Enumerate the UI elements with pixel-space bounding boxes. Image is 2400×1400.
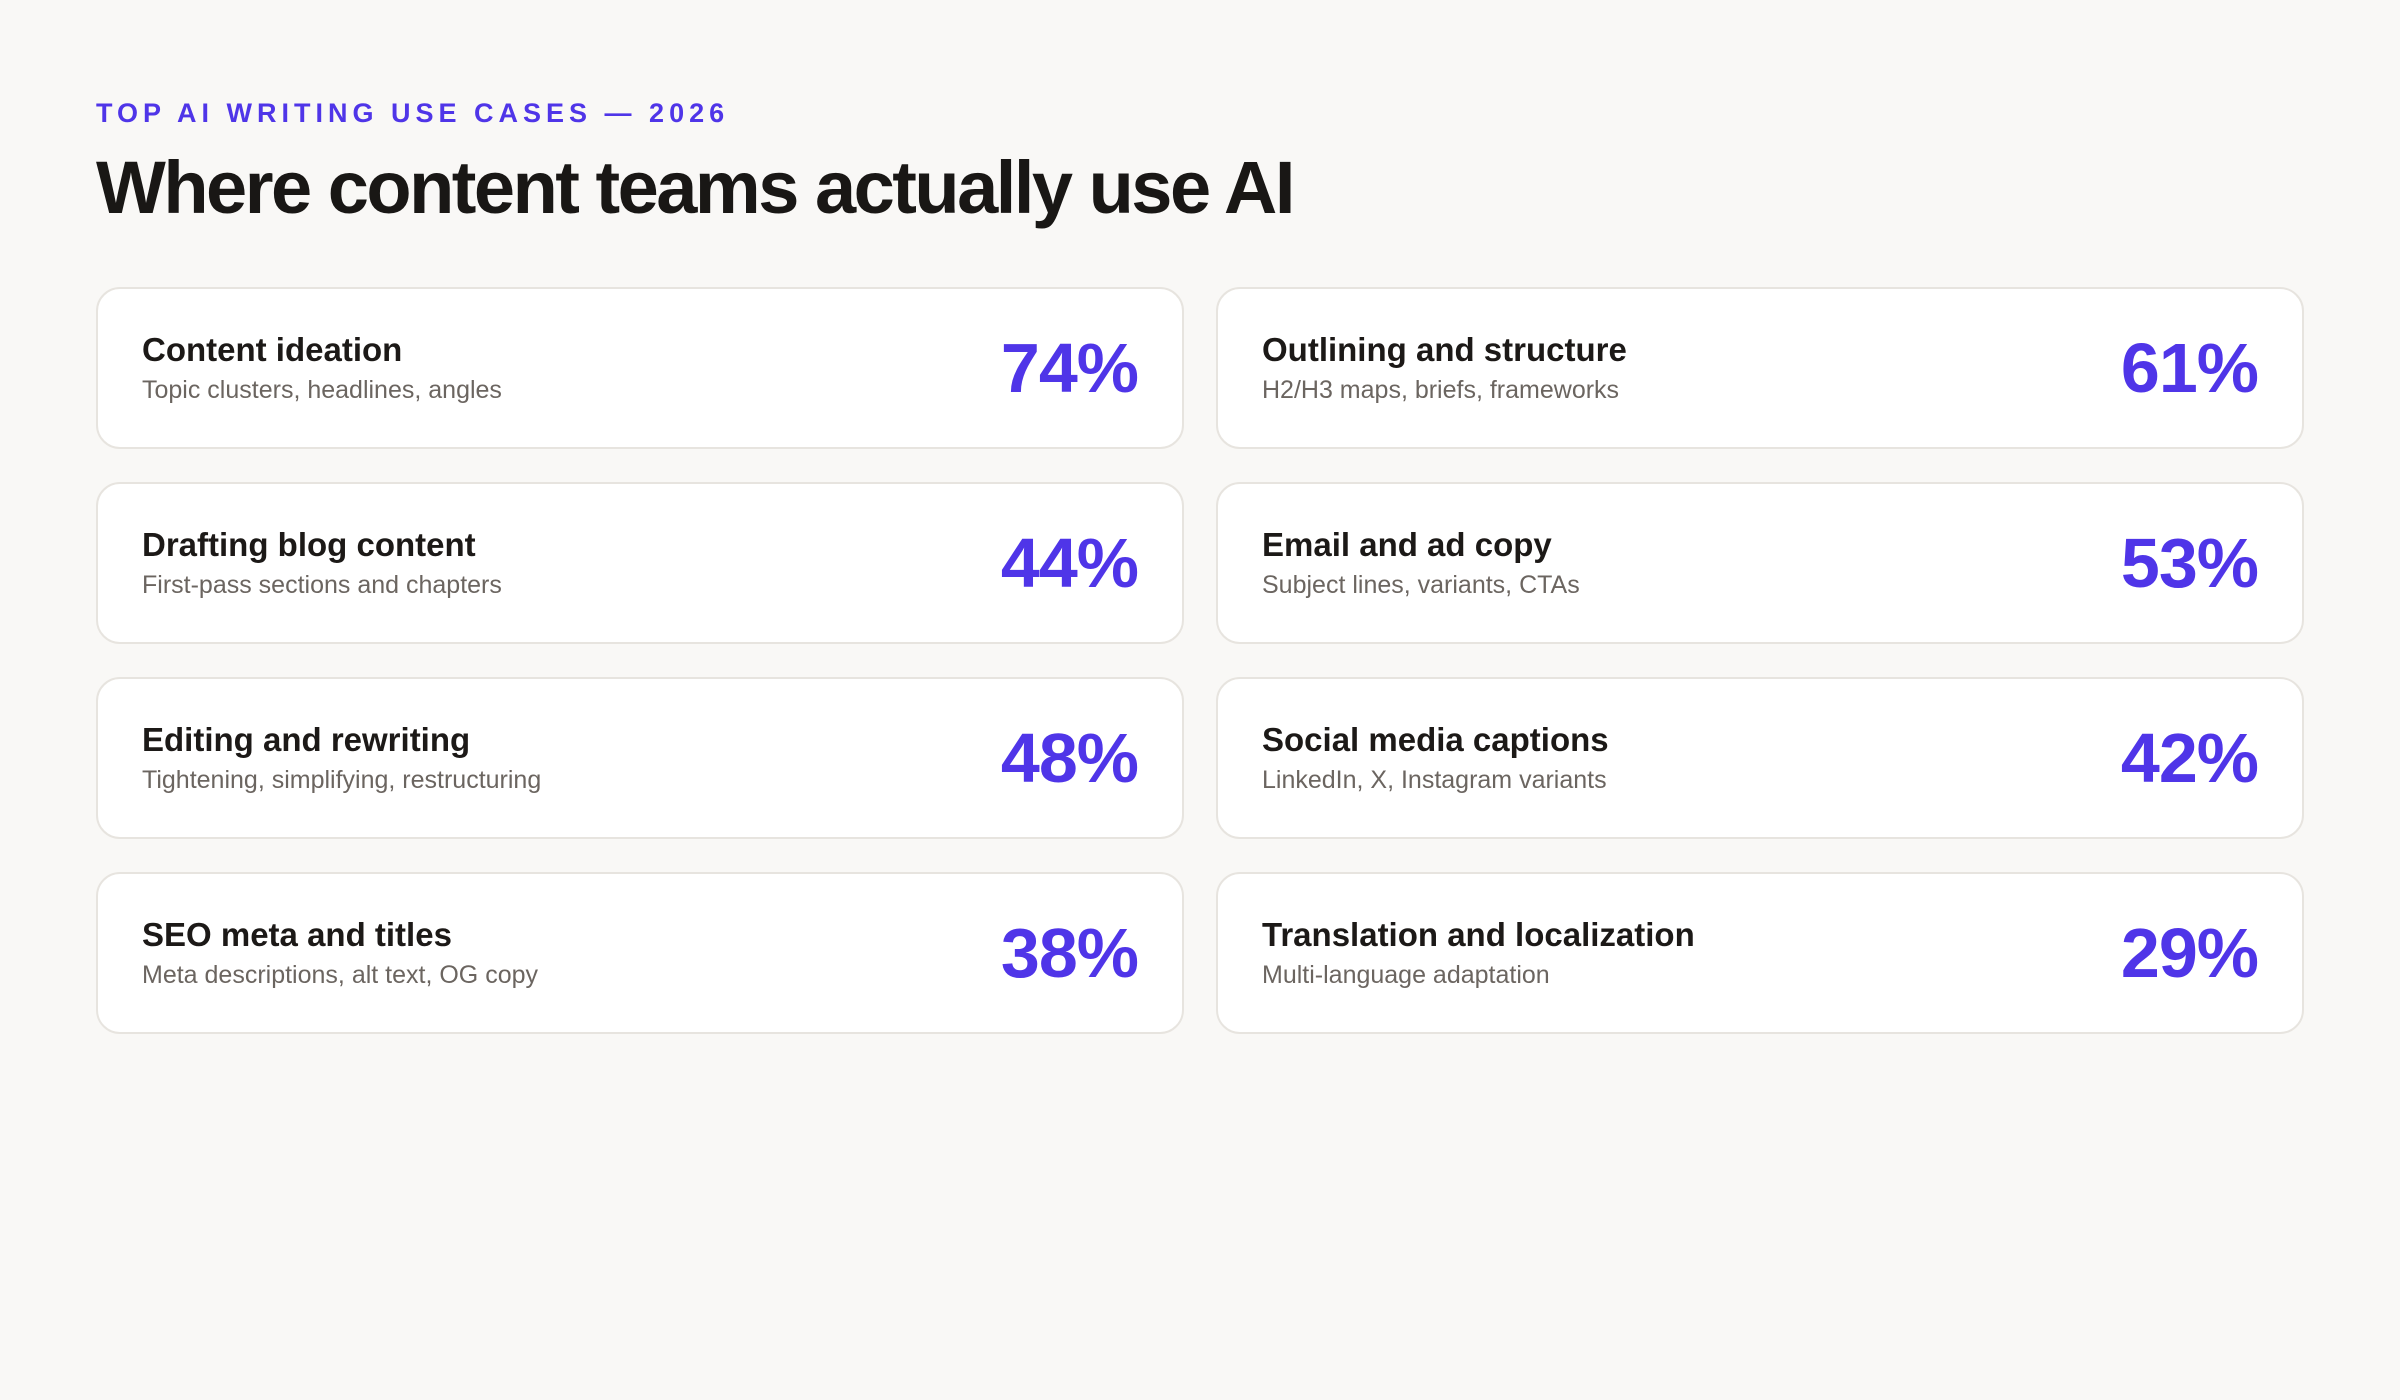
card-subtitle: H2/H3 maps, briefs, frameworks: [1262, 376, 1620, 404]
card-title: Outlining and structure: [1262, 331, 1627, 368]
use-case-card: Content ideation Topic clusters, headlin…: [96, 287, 1184, 449]
card-title: Editing and rewriting: [142, 721, 471, 758]
card-percentage: 29%: [2120, 914, 2259, 992]
card-title: Social media captions: [1262, 721, 1609, 758]
card-text: Social media captions LinkedIn, X, Insta…: [1262, 720, 1609, 796]
use-case-grid: Content ideation Topic clusters, headlin…: [96, 287, 2304, 1034]
card-subtitle: Meta descriptions, alt text, OG copy: [142, 961, 538, 989]
card-percentage: 38%: [1000, 914, 1139, 992]
card-title: Drafting blog content: [142, 526, 476, 563]
card-text: SEO meta and titles Meta descriptions, a…: [142, 915, 538, 991]
card-percentage: 44%: [1000, 524, 1139, 602]
card-percentage: 42%: [2120, 719, 2259, 797]
card-subtitle: Tightening, simplifying, restructuring: [142, 766, 542, 794]
use-case-card: Translation and localization Multi-langu…: [1216, 872, 2304, 1034]
card-text: Drafting blog content First-pass section…: [142, 525, 502, 601]
use-case-card: Outlining and structure H2/H3 maps, brie…: [1216, 287, 2304, 449]
use-case-card: SEO meta and titles Meta descriptions, a…: [96, 872, 1184, 1034]
page-title: Where content teams actually use AI: [96, 146, 1295, 229]
card-subtitle: Multi-language adaptation: [1262, 961, 1550, 989]
use-case-card: Social media captions LinkedIn, X, Insta…: [1216, 677, 2304, 839]
card-text: Content ideation Topic clusters, headlin…: [142, 330, 502, 406]
card-subtitle: LinkedIn, X, Instagram variants: [1262, 766, 1607, 794]
eyebrow-label: TOP AI WRITING USE CASES — 2026: [96, 98, 730, 128]
card-title: Translation and localization: [1262, 916, 1695, 953]
card-text: Translation and localization Multi-langu…: [1262, 915, 1695, 991]
use-case-card: Email and ad copy Subject lines, variant…: [1216, 482, 2304, 644]
card-percentage: 48%: [1000, 719, 1139, 797]
card-percentage: 61%: [2120, 329, 2259, 407]
card-subtitle: Subject lines, variants, CTAs: [1262, 571, 1580, 599]
card-subtitle: Topic clusters, headlines, angles: [142, 376, 502, 404]
card-title: Email and ad copy: [1262, 526, 1552, 563]
card-text: Outlining and structure H2/H3 maps, brie…: [1262, 330, 1627, 406]
card-percentage: 74%: [1000, 329, 1139, 407]
card-title: Content ideation: [142, 331, 403, 368]
card-title: SEO meta and titles: [142, 916, 452, 953]
card-text: Email and ad copy Subject lines, variant…: [1262, 525, 1580, 601]
card-text: Editing and rewriting Tightening, simpli…: [142, 720, 541, 796]
card-subtitle: First-pass sections and chapters: [142, 571, 502, 599]
use-case-card: Editing and rewriting Tightening, simpli…: [96, 677, 1184, 839]
card-percentage: 53%: [2120, 524, 2259, 602]
use-case-card: Drafting blog content First-pass section…: [96, 482, 1184, 644]
